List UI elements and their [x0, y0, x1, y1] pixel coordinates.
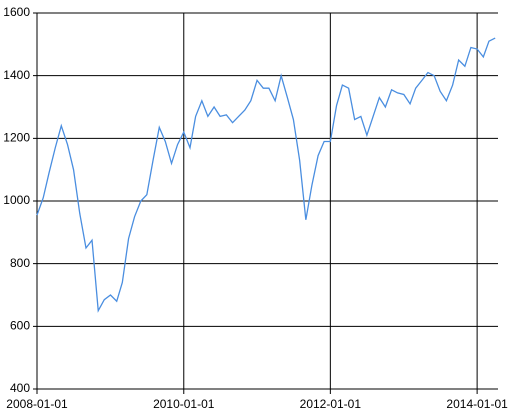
y-tick-label: 400: [10, 381, 30, 395]
y-tick-label: 1000: [3, 193, 30, 207]
y-tick-label: 800: [10, 256, 30, 270]
y-tick-label: 1400: [3, 68, 30, 82]
y-tick-label: 600: [10, 319, 30, 333]
x-tick-label: 2012-01-01: [300, 397, 362, 411]
data-line: [36, 37, 496, 313]
y-tick-label: 1200: [3, 131, 30, 145]
x-tick-label: 2014-01-01: [446, 397, 508, 411]
x-tick-label: 2010-01-01: [153, 397, 215, 411]
x-tick-label: 2008-01-01: [6, 397, 68, 411]
y-tick-label: 1600: [3, 5, 30, 19]
